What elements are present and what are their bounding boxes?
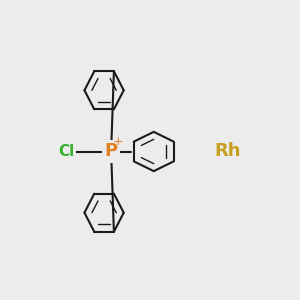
Text: +: + [112, 135, 123, 148]
Text: Rh: Rh [214, 142, 241, 160]
Text: Cl: Cl [58, 144, 74, 159]
Text: P: P [104, 142, 118, 160]
